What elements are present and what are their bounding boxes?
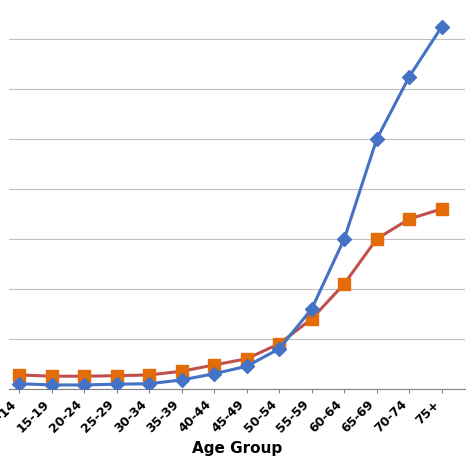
X-axis label: Age Group: Age Group bbox=[192, 441, 282, 456]
